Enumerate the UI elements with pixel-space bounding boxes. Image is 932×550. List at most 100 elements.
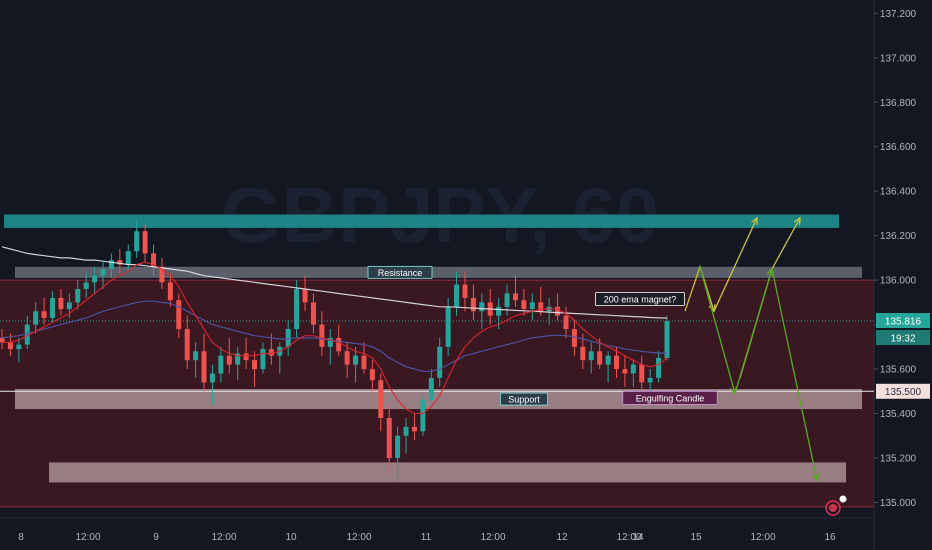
y-tick-label: 136.600: [880, 142, 917, 153]
candle-body: [656, 357, 662, 378]
candle-body: [597, 351, 603, 365]
current-price-tag: [876, 313, 930, 329]
candle-body: [75, 289, 81, 303]
resistance-zone: [15, 266, 862, 278]
candle-body: [285, 329, 291, 347]
candle-body: [100, 269, 106, 276]
candle-body: [445, 306, 451, 347]
candle-body: [555, 306, 561, 316]
candle-body: [529, 302, 535, 310]
resistance-zone-label-box: [367, 265, 433, 279]
support-zone-label-box: [499, 392, 548, 406]
y-tick-label: 135.200: [880, 453, 917, 464]
candle-body: [7, 342, 13, 350]
projection-arrowhead: [812, 473, 820, 482]
marked-price-tag: [876, 383, 930, 399]
candle-body: [151, 253, 157, 267]
y-tick-label: 137.000: [880, 53, 917, 64]
candle-body: [108, 260, 114, 270]
candle-body: [41, 311, 47, 318]
flag-icon: [825, 500, 841, 516]
candle-body: [134, 231, 140, 252]
projection-path: [771, 268, 818, 481]
candle-body: [353, 355, 359, 365]
candle-body: [588, 351, 594, 361]
candle-body: [411, 426, 417, 432]
candle-body: [218, 355, 224, 374]
candle-body: [235, 353, 241, 365]
projection-path: [713, 217, 758, 312]
y-tick-label: 135.600: [880, 365, 917, 376]
candle-body: [428, 377, 434, 401]
ema-200-line: [1, 246, 668, 319]
candle-body: [563, 315, 569, 330]
candle-body: [327, 337, 333, 347]
ema-magnet-annotation: 200 ema magnet?: [604, 295, 677, 305]
candle-body: [538, 302, 544, 312]
candle-body: [176, 300, 182, 330]
candle-body: [571, 329, 577, 347]
x-tick-label: 12:00: [750, 532, 775, 543]
marked-price-label: 135.500: [885, 387, 922, 398]
candle-body: [142, 231, 148, 254]
projection-path: [734, 268, 773, 394]
x-tick-label: 12:00: [616, 532, 641, 543]
candle-body: [24, 324, 30, 345]
candle-body: [664, 321, 670, 358]
candle-body: [243, 353, 249, 361]
x-tick-label: 12:00: [75, 532, 100, 543]
projection-path: [771, 217, 801, 270]
y-tick-label: 136.400: [880, 187, 917, 198]
x-tick-label: 8: [18, 532, 24, 543]
candle-body: [470, 297, 476, 312]
x-tick-label: 12:00: [480, 532, 505, 543]
candle-body: [521, 300, 527, 310]
candle-body: [647, 377, 653, 383]
candle-body: [336, 337, 342, 352]
countdown-tag: [876, 330, 930, 346]
flag-icon-fill: [829, 504, 837, 512]
support-zone-label: Support: [508, 395, 540, 405]
candle-body: [268, 349, 274, 356]
candle-body: [403, 426, 409, 436]
candle-body: [369, 369, 375, 381]
y-tick-label: 135.400: [880, 409, 917, 420]
projection-path: [699, 266, 736, 394]
candle-body: [496, 306, 502, 316]
annotation-box: [622, 391, 718, 405]
candle-body: [310, 302, 316, 325]
lower-zone: [49, 462, 846, 483]
candle-body: [209, 373, 215, 383]
candle-body: [125, 251, 131, 265]
candle-body: [344, 351, 350, 365]
x-tick-label: 16: [824, 532, 836, 543]
candle-body: [167, 282, 173, 301]
candle-body: [512, 293, 518, 301]
x-tick-label: 12:00: [346, 532, 371, 543]
notification-dot-icon: [839, 495, 847, 503]
x-tick-label: 11: [421, 532, 432, 543]
candle-body: [260, 349, 266, 370]
candle-body: [580, 346, 586, 361]
candle-body: [16, 344, 22, 350]
candle-body: [386, 417, 392, 458]
projection-arrowhead: [751, 216, 758, 225]
candle-body: [630, 364, 636, 374]
candle-body: [184, 329, 190, 361]
candle-body: [378, 380, 384, 418]
candle-body: [50, 297, 56, 318]
candle-body: [462, 284, 468, 298]
annotation-box: [595, 292, 685, 306]
resistance-zone-label: Resistance: [378, 268, 423, 278]
candle-body: [319, 324, 325, 347]
candle-body: [361, 355, 367, 370]
candle-body: [622, 369, 628, 374]
countdown-label: 19:32: [890, 334, 915, 345]
candle-body: [302, 289, 308, 303]
candle-body: [437, 346, 443, 378]
y-tick-label: 135.000: [880, 498, 917, 509]
x-tick-label: 12: [556, 532, 568, 543]
candle-body: [613, 355, 619, 370]
